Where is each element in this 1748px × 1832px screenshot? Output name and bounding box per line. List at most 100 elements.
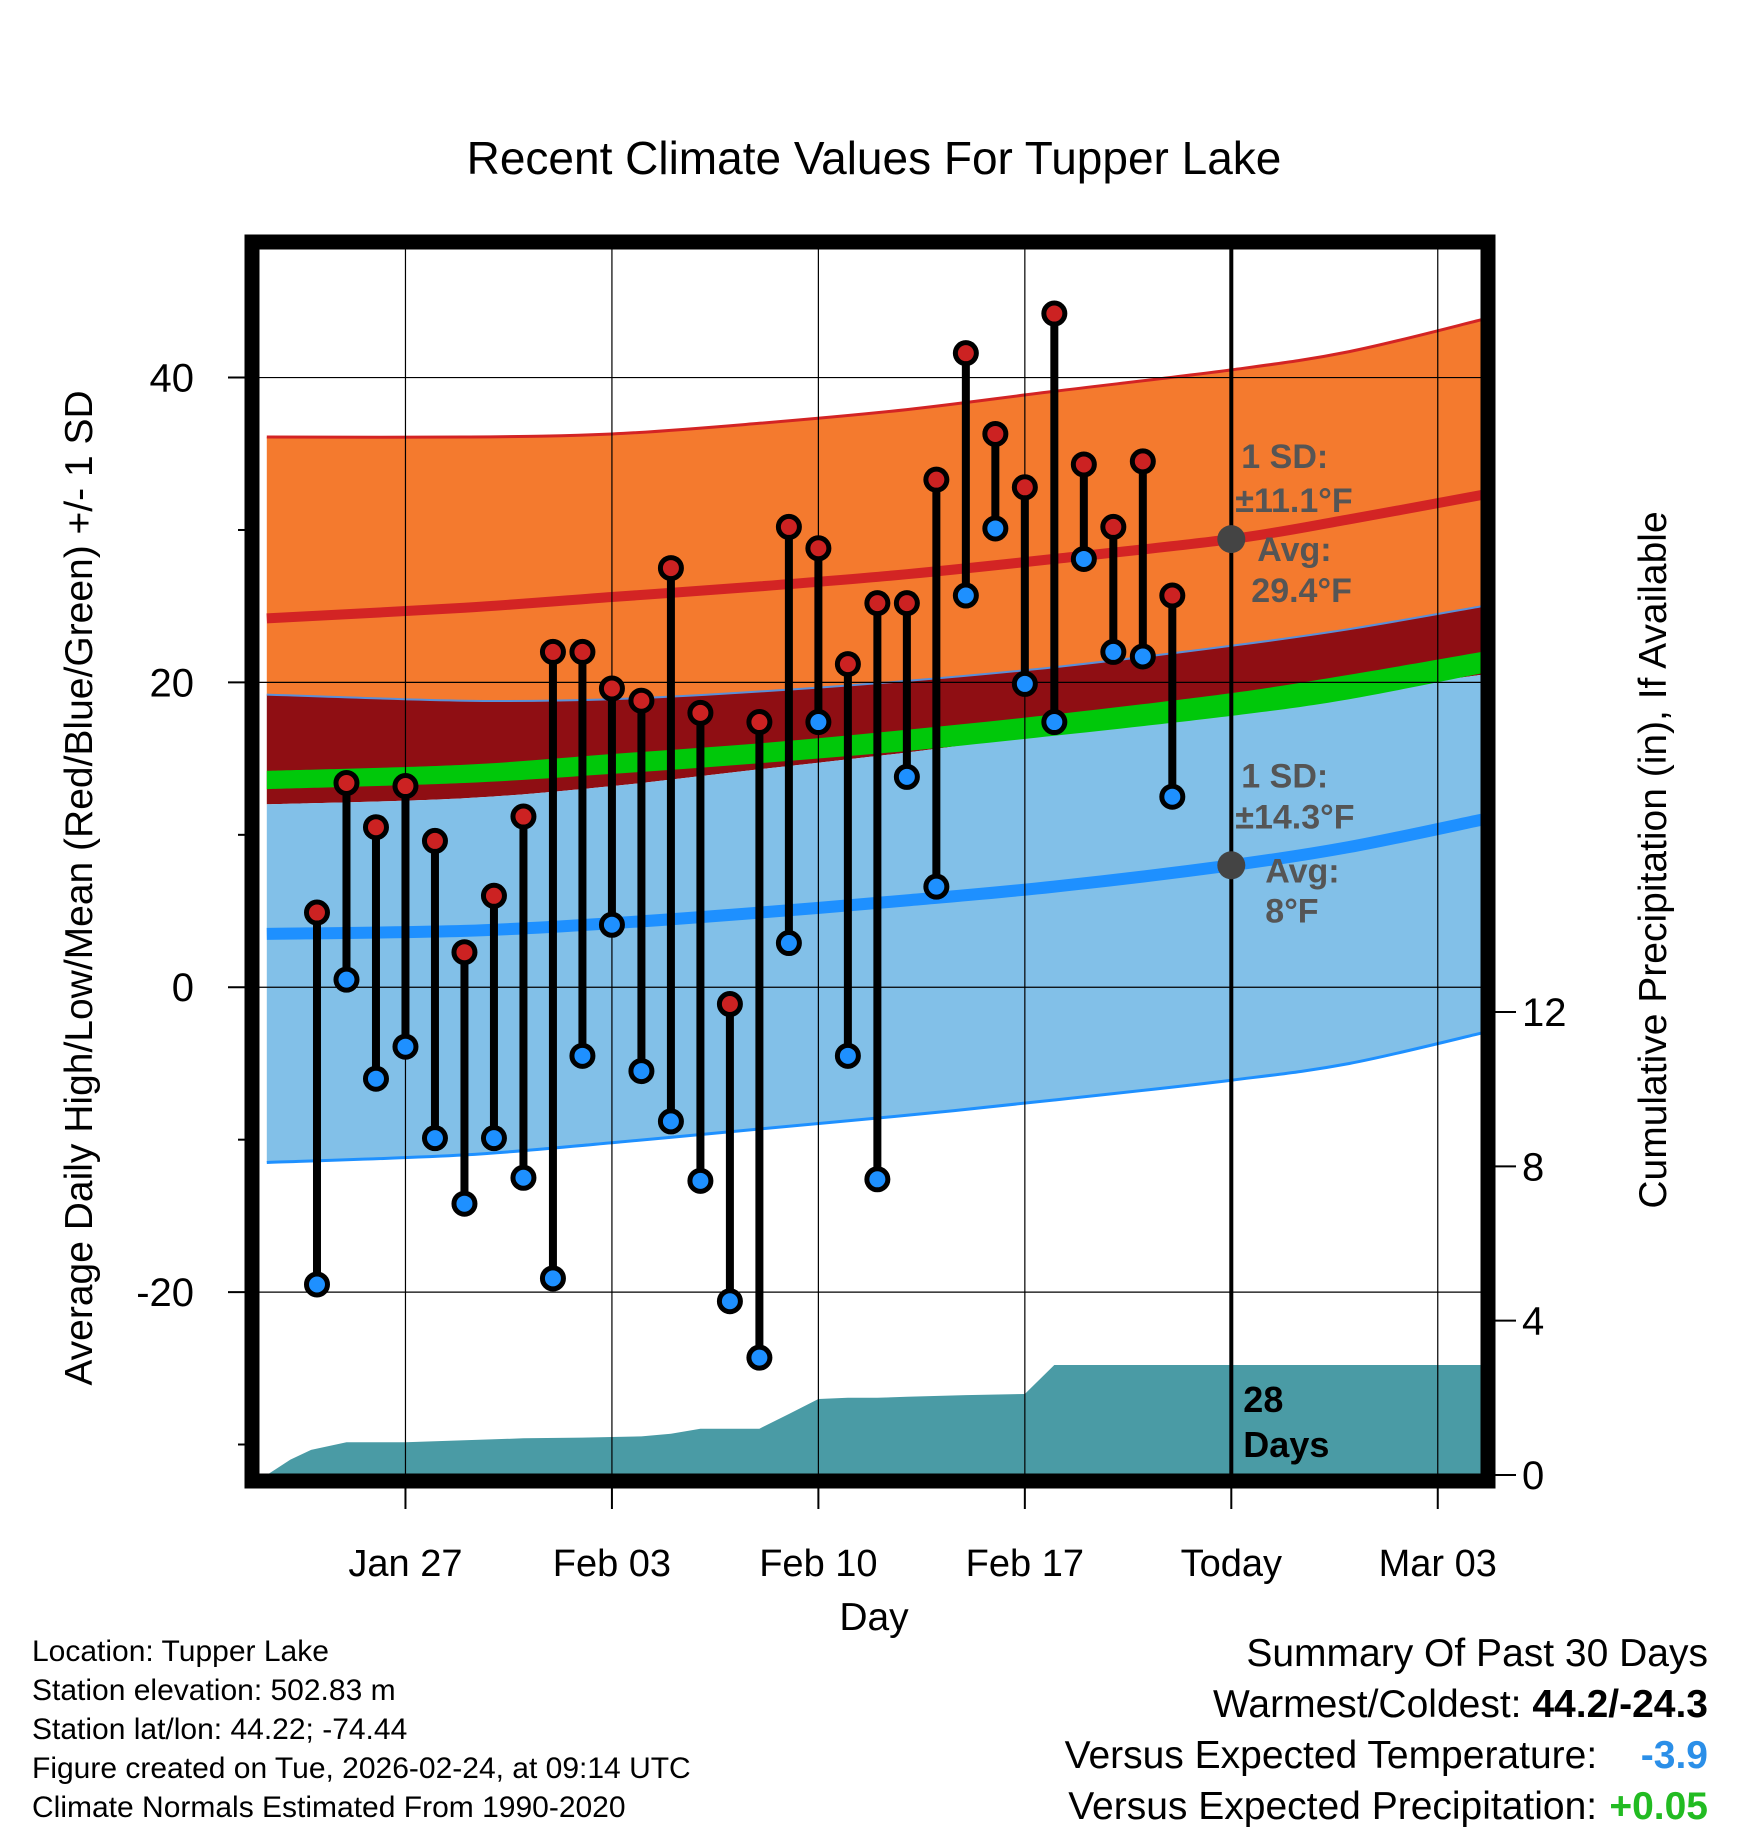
days-count: 28 [1243, 1379, 1283, 1420]
high-point [982, 420, 1009, 447]
low-point [421, 1125, 448, 1152]
high-point [1129, 448, 1156, 475]
summary-title: Summary Of Past 30 Days [1246, 1632, 1708, 1675]
low-point [628, 1058, 655, 1085]
low-point [362, 1065, 389, 1092]
high-point [303, 899, 330, 926]
high-point [451, 939, 478, 966]
precip-area [266, 1365, 1482, 1475]
high-point [539, 638, 566, 665]
x-tick-label: Feb 17 [966, 1543, 1084, 1585]
low-point [834, 1042, 861, 1069]
low-point [1070, 545, 1097, 572]
low-point [805, 709, 832, 736]
low-avg-label: Avg: [1265, 852, 1339, 890]
high-point [775, 513, 802, 540]
y-axis-label: Average Daily High/Low/Mean (Red/Blue/Gr… [58, 390, 101, 1385]
latlon-text: Station lat/lon: 44.22; -74.44 [32, 1713, 408, 1746]
chart-title: Recent Climate Values For Tupper Lake [467, 132, 1282, 184]
high-avg-value: 29.4°F [1251, 572, 1352, 610]
low-point [893, 763, 920, 790]
y2-tick-label: 4 [1522, 1300, 1544, 1344]
x-tick-label: Feb 03 [553, 1543, 671, 1585]
high-point [510, 803, 537, 830]
low-point [746, 1344, 773, 1371]
y-tick-label: 40 [150, 357, 195, 401]
precip-value: +0.05 [1609, 1785, 1708, 1828]
low-point [982, 515, 1009, 542]
high-point [834, 651, 861, 678]
low-point [923, 873, 950, 900]
low-sd-label: 1 SD: [1241, 757, 1328, 795]
days-label: Days [1243, 1424, 1329, 1465]
high-point [864, 590, 891, 617]
high-point [569, 638, 596, 665]
high-point [893, 590, 920, 617]
low-point [480, 1125, 507, 1152]
high-point [480, 882, 507, 909]
high-point [362, 814, 389, 841]
y-tick-label: 0 [172, 966, 194, 1010]
precip-row: Versus Expected Precipitation: +0.05 [1065, 1781, 1708, 1832]
temp-label: Versus Expected Temperature: [1064, 1734, 1598, 1777]
high-upper-edge [266, 318, 1482, 439]
high-point [1100, 513, 1127, 540]
high-point [421, 827, 448, 854]
x-axis-label: Day [839, 1596, 909, 1639]
low-point [569, 1042, 596, 1069]
high-point [952, 340, 979, 367]
high-point [805, 535, 832, 562]
precip-label: Versus Expected Precipitation: [1068, 1785, 1598, 1828]
x-tick-label: Mar 03 [1379, 1543, 1497, 1585]
y-tick-label: -20 [136, 1271, 194, 1315]
low-point [864, 1166, 891, 1193]
elevation-text: Station elevation: 502.83 m [32, 1674, 396, 1707]
high-sd-value: ±11.1°F [1235, 482, 1352, 520]
x-tick-label: Jan 27 [348, 1543, 462, 1585]
low-point [716, 1288, 743, 1315]
high-normal-line [266, 489, 1482, 624]
low-point [539, 1265, 566, 1292]
high-avg-label: Avg: [1257, 531, 1331, 569]
low-point [1100, 638, 1127, 665]
high-point [687, 699, 714, 726]
low-point [1159, 783, 1186, 810]
low-point [510, 1164, 537, 1191]
warm-cold-value: 44.2/-24.3 [1532, 1683, 1708, 1726]
low-avg-marker [1217, 851, 1246, 880]
low-point [952, 582, 979, 609]
high-avg-marker [1217, 525, 1246, 554]
high-sd-label: 1 SD: [1241, 438, 1328, 476]
low-point [451, 1190, 478, 1217]
high-point [923, 466, 950, 493]
y2-tick-label: 0 [1522, 1454, 1544, 1498]
high-point [746, 709, 773, 736]
warm-cold-label: Warmest/Coldest: [1213, 1683, 1522, 1726]
low-sd-value: ±14.3°F [1235, 798, 1354, 836]
created-text: Figure created on Tue, 2026-02-24, at 09… [32, 1752, 691, 1785]
low-point [1041, 709, 1068, 736]
low-point [303, 1271, 330, 1298]
temp-row: Versus Expected Temperature: -3.9 [1065, 1730, 1708, 1781]
high-point [657, 555, 684, 582]
high-point [628, 687, 655, 714]
low-point [775, 930, 802, 957]
x-tick-label: Feb 10 [759, 1543, 877, 1585]
y2-axis-label: Cumulative Precipitation (in), If Availa… [1632, 511, 1675, 1208]
y2-tick-label: 8 [1522, 1145, 1544, 1189]
y-tick-label: 20 [150, 661, 195, 705]
plot-frame [244, 234, 1496, 1489]
high-point [598, 675, 625, 702]
x-tick-label: Today [1181, 1543, 1282, 1585]
low-avg-value: 8°F [1265, 892, 1318, 930]
station-metadata: Location: Tupper Lake Station elevation:… [32, 1632, 691, 1827]
summary-panel: Summary Of Past 30 Days Warmest/Coldest:… [1065, 1628, 1708, 1832]
high-point [392, 773, 419, 800]
high-point [716, 991, 743, 1018]
low-point [657, 1108, 684, 1135]
low-point [333, 966, 360, 993]
warm-cold-row: Warmest/Coldest: 44.2/-24.3 [1065, 1679, 1708, 1730]
high-point [1070, 451, 1097, 478]
